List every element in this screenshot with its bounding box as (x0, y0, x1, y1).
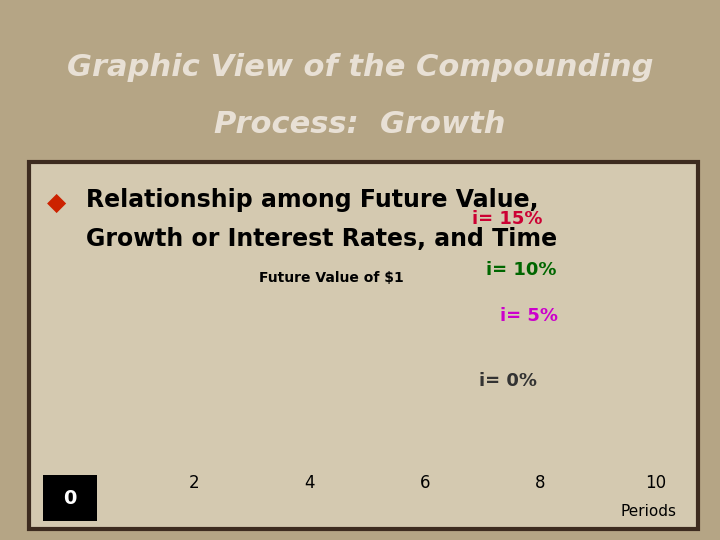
Text: Growth or Interest Rates, and Time: Growth or Interest Rates, and Time (86, 227, 557, 251)
Text: Future Value of $1: Future Value of $1 (259, 271, 404, 285)
Text: 8: 8 (535, 474, 545, 492)
Text: 4: 4 (305, 474, 315, 492)
Text: i= 0%: i= 0% (479, 372, 537, 390)
Text: Graphic View of the Compounding: Graphic View of the Compounding (67, 53, 653, 82)
Text: 6: 6 (420, 474, 430, 492)
FancyBboxPatch shape (29, 162, 698, 529)
Text: 10: 10 (644, 474, 666, 492)
Text: 2: 2 (189, 474, 199, 492)
Text: 0: 0 (63, 489, 77, 508)
Text: i= 15%: i= 15% (472, 210, 542, 228)
Text: i= 10%: i= 10% (486, 261, 557, 279)
Text: Process:  Growth: Process: Growth (215, 110, 505, 139)
Text: Periods: Periods (621, 504, 677, 519)
FancyBboxPatch shape (43, 475, 97, 521)
Text: ◆: ◆ (47, 191, 66, 214)
Text: i= 5%: i= 5% (500, 307, 559, 325)
Text: Relationship among Future Value,: Relationship among Future Value, (86, 188, 539, 212)
